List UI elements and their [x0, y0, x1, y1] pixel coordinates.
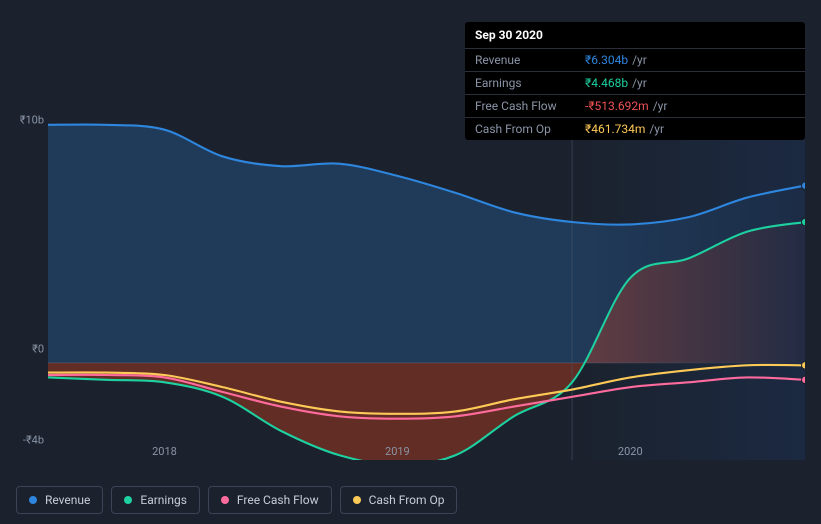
- tooltip-label: Free Cash Flow: [475, 99, 585, 113]
- x-axis-tick: 2018: [152, 445, 177, 458]
- legend-item-earnings[interactable]: Earnings: [111, 486, 200, 514]
- tooltip-row: Earnings ₹4.468b /yr: [465, 71, 805, 94]
- legend-dot-icon: [353, 496, 361, 504]
- chart-plot[interactable]: Past: [48, 120, 805, 460]
- y-axis-tick: ₹10b: [16, 114, 44, 127]
- tooltip-row: Cash From Op ₹461.734m /yr: [465, 117, 805, 140]
- legend-dot-icon: [221, 496, 229, 504]
- legend-dot-icon: [124, 496, 132, 504]
- tooltip-value: ₹6.304b: [585, 53, 628, 67]
- y-axis-tick: -₹4b: [16, 434, 44, 447]
- chart-tooltip: Sep 30 2020 Revenue ₹6.304b /yr Earnings…: [465, 22, 805, 140]
- tooltip-row: Free Cash Flow -₹513.692m /yr: [465, 94, 805, 117]
- legend-label: Revenue: [45, 493, 90, 507]
- chart-container: Past ₹10b₹0-₹4b201820192020: [16, 120, 805, 460]
- tooltip-unit: /yr: [632, 76, 647, 90]
- tooltip-value: ₹461.734m: [585, 122, 645, 136]
- tooltip-label: Revenue: [475, 53, 585, 67]
- legend-label: Cash From Op: [369, 493, 445, 507]
- chart-legend: Revenue Earnings Free Cash Flow Cash Fro…: [16, 486, 457, 514]
- tooltip-label: Earnings: [475, 76, 585, 90]
- x-axis-tick: 2019: [385, 445, 410, 458]
- legend-label: Earnings: [140, 493, 187, 507]
- legend-item-cfo[interactable]: Cash From Op: [340, 486, 458, 514]
- tooltip-unit: /yr: [653, 99, 668, 113]
- tooltip-value: -₹513.692m: [585, 99, 649, 113]
- x-axis-tick: 2020: [618, 445, 643, 458]
- tooltip-row: Revenue ₹6.304b /yr: [465, 48, 805, 71]
- chart-svg: [48, 120, 805, 460]
- tooltip-value: ₹4.468b: [585, 76, 628, 90]
- y-axis-tick: ₹0: [16, 342, 44, 355]
- tooltip-date: Sep 30 2020: [465, 22, 805, 48]
- tooltip-unit: /yr: [649, 122, 664, 136]
- legend-item-fcf[interactable]: Free Cash Flow: [208, 486, 332, 514]
- legend-item-revenue[interactable]: Revenue: [16, 486, 103, 514]
- tooltip-label: Cash From Op: [475, 122, 585, 136]
- tooltip-unit: /yr: [632, 53, 647, 67]
- legend-dot-icon: [29, 496, 37, 504]
- legend-label: Free Cash Flow: [237, 493, 319, 507]
